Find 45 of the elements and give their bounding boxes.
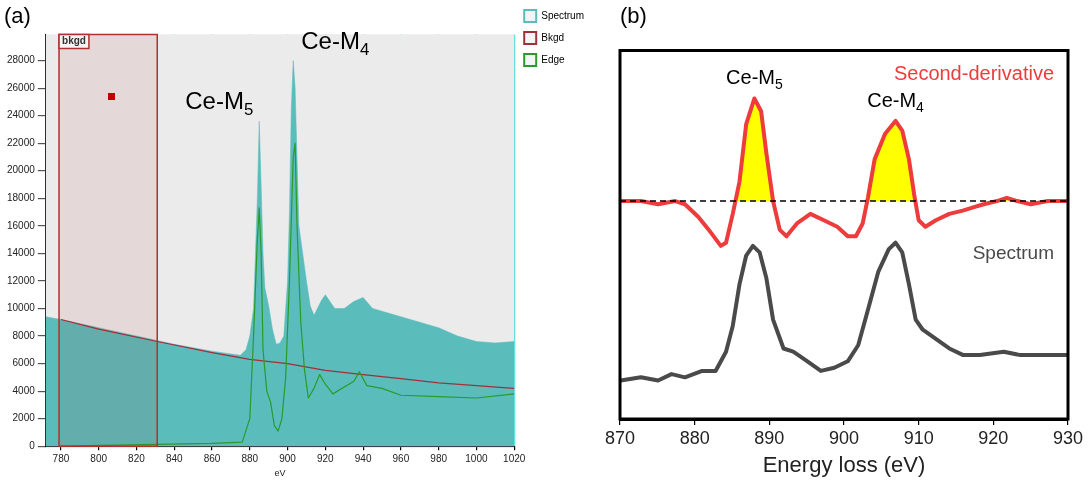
y-tick-label: 10000 [7, 302, 36, 314]
text: Spectrum [972, 242, 1055, 264]
series-label: Second-derivative [893, 62, 1055, 85]
legend-label: Edge [541, 53, 565, 65]
x-tick-label: 860 [203, 452, 221, 464]
x-axis-title: Energy loss (eV) [762, 451, 926, 477]
x-tick-label: 890 [754, 427, 785, 448]
y-tick-label: 0 [29, 439, 36, 451]
x-tick-label: 1020 [503, 452, 526, 464]
y-tick-label: 28000 [7, 54, 36, 66]
y-tick-label: 4000 [12, 384, 36, 396]
x-tick-label: 1000 [465, 452, 488, 464]
y-tick-label: 18000 [7, 192, 36, 204]
x-tick-label: 960 [392, 452, 410, 464]
x-tick-label: 910 [903, 427, 934, 448]
x-tick-label: 820 [128, 452, 146, 464]
chart-title: (a) [4, 3, 31, 29]
chart-title: (b) [620, 3, 647, 29]
y-tick-label: 22000 [7, 136, 36, 148]
x-tick-label: 840 [165, 452, 184, 464]
y-tick-label: 24000 [7, 109, 36, 121]
x-tick-label: 900 [279, 452, 297, 464]
y-tick-label: 6000 [12, 357, 36, 369]
x-tick-label: 780 [52, 452, 70, 464]
y-tick-label: 2000 [12, 412, 36, 424]
legend-label: Spectrum [541, 9, 584, 21]
x-tick-label: 900 [828, 427, 860, 448]
band-label: bkgd [62, 35, 86, 47]
x-tick-label: 980 [430, 452, 448, 464]
y-tick-label: 26000 [7, 81, 36, 93]
x-tick-label: 880 [241, 452, 259, 464]
x-tick-label: 870 [604, 427, 636, 448]
x-tick-label: 920 [978, 427, 1009, 448]
y-tick-label: 12000 [7, 274, 36, 286]
x-tick-label: 920 [316, 452, 335, 464]
legend-label: Bkgd [541, 31, 564, 43]
x-tick-label: 930 [1052, 427, 1084, 448]
x-tick-label: 880 [679, 427, 710, 448]
y-tick-label: 20000 [7, 164, 36, 176]
y-tick-label: 14000 [7, 247, 36, 259]
x-axis-title: eV [274, 468, 286, 479]
x-tick-label: 800 [90, 452, 108, 464]
y-tick-label: 8000 [12, 329, 36, 341]
x-tick-label: 940 [354, 452, 372, 464]
y-tick-label: 16000 [7, 219, 36, 231]
